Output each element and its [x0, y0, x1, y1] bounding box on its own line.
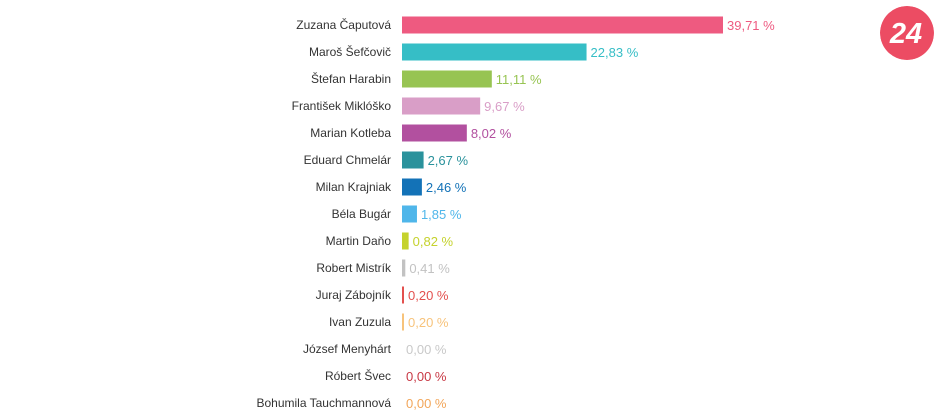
data-label: 0,00 %: [406, 396, 447, 411]
bar-chart: Zuzana Čaputová 39,71 % Maroš Šefčovič 22,8…: [256, 16, 775, 411]
data-label: 0,41 %: [409, 261, 450, 276]
bar: [402, 313, 404, 331]
data-label: 0,20 %: [408, 288, 449, 303]
data-label: 0,00 %: [406, 342, 447, 357]
bar: [402, 178, 422, 196]
data-label: 8,02 %: [471, 126, 512, 141]
logo-24: 24: [880, 6, 934, 60]
data-label: 22,83 %: [591, 45, 639, 60]
data-label: 0,82 %: [413, 234, 454, 249]
category-label: Maroš Šefčovič: [309, 44, 391, 59]
category-label: Bohumila Tauchmannová: [256, 396, 391, 410]
data-label: 39,71 %: [727, 18, 775, 33]
category-label: Milan Krajniak: [316, 180, 392, 194]
bar: [402, 286, 404, 304]
category-label: Juraj Zábojník: [316, 288, 392, 302]
category-label: Eduard Chmelár: [304, 153, 391, 167]
bar: [402, 16, 723, 34]
category-label: Marian Kotleba: [310, 126, 391, 140]
category-label: Ivan Zuzula: [329, 315, 391, 329]
category-label: Štefan Harabin: [311, 71, 391, 86]
category-label: Martin Daňo: [326, 234, 392, 248]
bar: [402, 232, 409, 250]
bar: [402, 124, 467, 142]
data-label: 2,46 %: [426, 180, 467, 195]
bar: [402, 151, 424, 169]
category-label: József Menyhárt: [303, 342, 392, 356]
category-label: Róbert Švec: [325, 368, 391, 383]
data-label: 9,67 %: [484, 99, 525, 114]
bar: [402, 259, 406, 277]
category-label: Béla Bugár: [332, 207, 391, 221]
bar: [402, 43, 587, 61]
category-label: Robert Mistrík: [316, 261, 392, 275]
bar: [402, 205, 417, 223]
data-label: 1,85 %: [421, 207, 462, 222]
bar: [402, 97, 481, 115]
category-label: František Miklóško: [292, 99, 392, 113]
data-label: 0,00 %: [406, 369, 447, 384]
logo-24-icon: 24: [880, 6, 934, 60]
data-label: 2,67 %: [428, 153, 469, 168]
bar: [402, 70, 492, 88]
logo-text: 24: [889, 18, 922, 50]
category-label: Zuzana Čaputová: [296, 17, 391, 32]
data-label: 0,20 %: [408, 315, 449, 330]
data-label: 11,11 %: [496, 72, 542, 87]
